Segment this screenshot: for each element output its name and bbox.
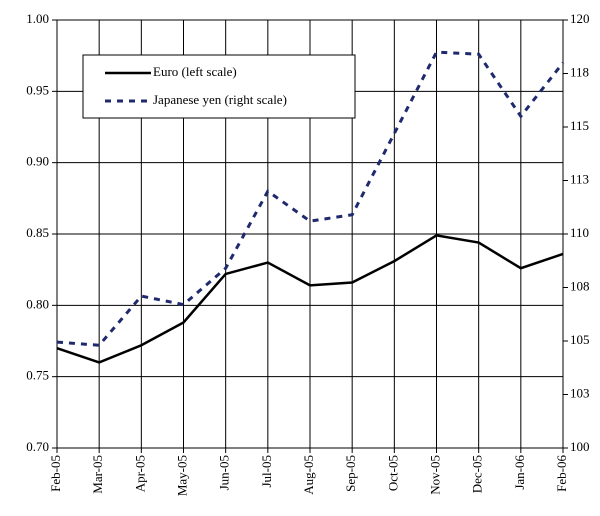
y2-tick-label: 100 bbox=[570, 439, 590, 454]
y-tick-label: 0.70 bbox=[26, 439, 49, 454]
x-tick-label: Sep-05 bbox=[343, 455, 358, 492]
y2-tick-label: 113 bbox=[570, 171, 589, 186]
x-tick-label: Jul-05 bbox=[259, 455, 274, 488]
y-tick-label: 0.95 bbox=[26, 82, 49, 97]
x-tick-label: Mar-05 bbox=[90, 455, 105, 494]
y-tick-label: 1.00 bbox=[26, 11, 49, 26]
legend-label: Euro (left scale) bbox=[153, 64, 237, 79]
x-tick-label: Feb-06 bbox=[554, 455, 569, 492]
y2-tick-label: 103 bbox=[570, 385, 590, 400]
legend-label: Japanese yen (right scale) bbox=[153, 92, 287, 107]
y2-tick-label: 105 bbox=[570, 332, 590, 347]
y-tick-label: 0.90 bbox=[26, 154, 49, 169]
series-line bbox=[56, 50, 565, 347]
legend-box bbox=[82, 54, 356, 119]
y2-tick-label: 118 bbox=[570, 64, 589, 79]
y2-tick-label: 110 bbox=[570, 225, 589, 240]
series-line bbox=[56, 234, 564, 364]
x-tick-label: Oct-05 bbox=[385, 455, 400, 491]
x-tick-label: Jun-05 bbox=[217, 455, 232, 490]
x-tick-label: Nov-05 bbox=[427, 455, 442, 495]
y-tick-label: 0.75 bbox=[26, 368, 49, 383]
y-tick-label: 0.80 bbox=[26, 296, 49, 311]
x-tick-label: May-05 bbox=[174, 455, 189, 496]
y2-tick-label: 108 bbox=[570, 278, 590, 293]
x-tick-label: Jan-06 bbox=[512, 455, 527, 490]
x-tick-label: Apr-05 bbox=[132, 455, 147, 492]
y2-tick-label: 120 bbox=[570, 11, 590, 26]
x-tick-label: Dec-05 bbox=[470, 455, 485, 493]
x-tick-label: Feb-05 bbox=[48, 455, 63, 492]
y-tick-label: 0.85 bbox=[26, 225, 49, 240]
y2-tick-label: 115 bbox=[570, 118, 589, 133]
x-tick-label: Aug-05 bbox=[301, 455, 316, 495]
